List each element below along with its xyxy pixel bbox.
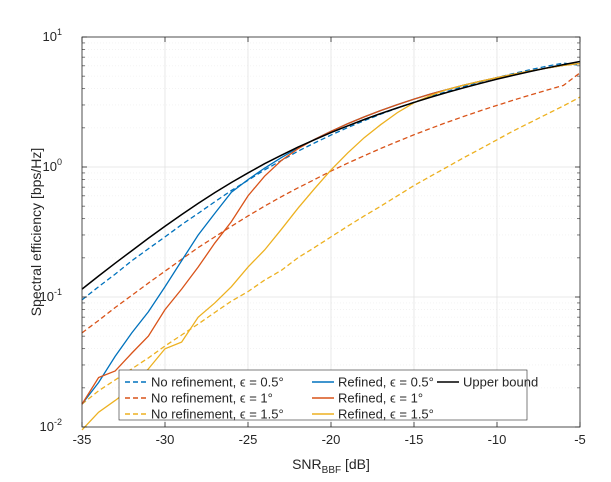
x-axis-label-unit: [dB] xyxy=(341,456,370,472)
x-tick-label: -25 xyxy=(239,432,258,447)
legend-label: Refined, ϵ = 0.5° xyxy=(338,375,434,390)
x-tick-label: -10 xyxy=(488,432,507,447)
legend-label: No refinement, ϵ = 0.5° xyxy=(151,375,284,390)
y-axis-label: Spectral efficiency [bps/Hz] xyxy=(28,148,44,317)
x-tick-label: -20 xyxy=(322,432,341,447)
legend-label: No refinement, ϵ = 1.5° xyxy=(151,407,284,422)
x-tick-label: -35 xyxy=(73,432,92,447)
y-tick-label: 101 xyxy=(43,27,62,44)
x-tick-labels: -35 -30 -25 -20 -15 -10 -5 xyxy=(73,432,586,447)
y-tick-exponent: 0 xyxy=(57,157,62,167)
legend-label: No refinement, ϵ = 1° xyxy=(151,391,273,406)
y-tick-label: 10-2 xyxy=(40,417,62,434)
legend-label: Upper bound xyxy=(463,375,538,390)
axis-ticks xyxy=(81,36,581,428)
series-line-upper-bound xyxy=(81,60,581,290)
legend-label: Refined, ϵ = 1° xyxy=(338,391,423,406)
legend-box xyxy=(118,369,528,421)
x-axis-label-main: SNR xyxy=(292,456,322,472)
x-tick-label: -15 xyxy=(405,432,424,447)
x-axis-label-subscript: BBF xyxy=(322,465,341,476)
legend: No refinement, ϵ = 0.5°No refinement, ϵ … xyxy=(118,369,538,422)
legend-label: Refined, ϵ = 1.5° xyxy=(338,407,434,422)
series-line-no-refinement-1 xyxy=(81,72,581,334)
y-tick-exponent: 1 xyxy=(57,27,62,37)
series-layer xyxy=(81,60,581,431)
x-tick-label: -30 xyxy=(156,432,175,447)
y-tick-exponent: -2 xyxy=(54,417,62,427)
x-axis-label: SNRBBF [dB] xyxy=(292,456,370,476)
series-line-refined-1-5 xyxy=(81,62,581,431)
x-tick-label: -5 xyxy=(574,432,586,447)
series-line-no-refinement-1-5 xyxy=(81,96,581,405)
y-tick-label: 100 xyxy=(43,157,62,174)
y-tick-exponent: -1 xyxy=(54,287,62,297)
